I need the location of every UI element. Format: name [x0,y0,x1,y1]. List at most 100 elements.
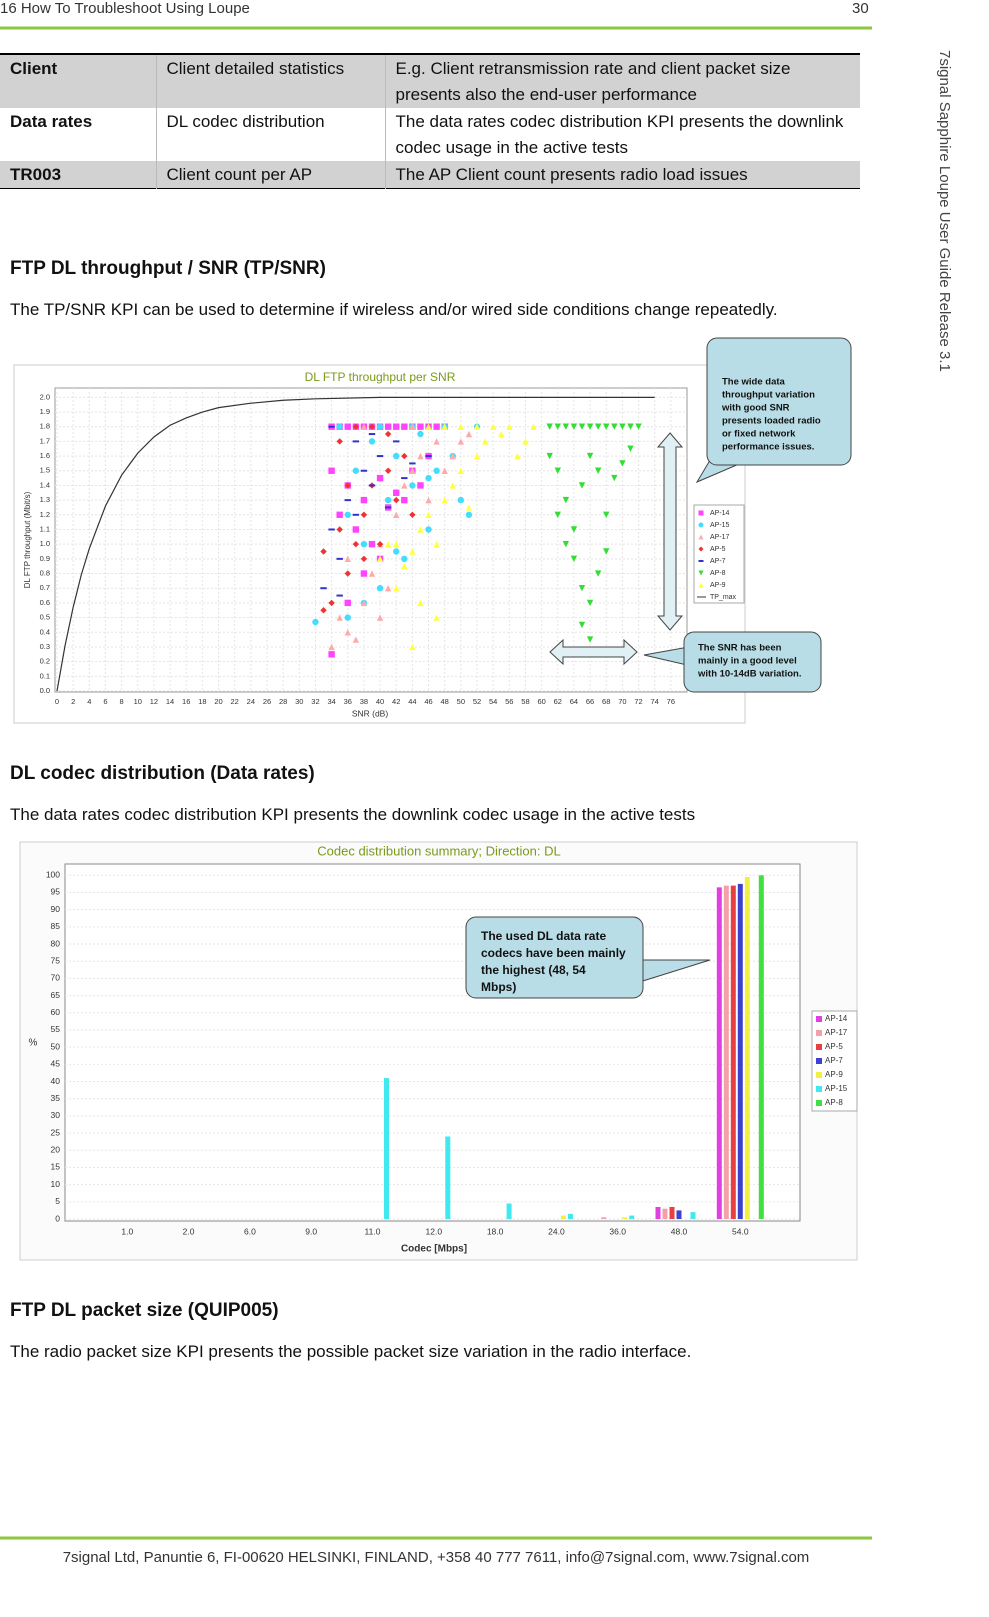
point [360,540,368,548]
callout-text: presents loaded radio [722,416,821,427]
x-tick-label: 50 [457,697,465,706]
x-tick-label: 11.0 [365,1226,381,1236]
point [352,526,360,533]
point [320,607,327,614]
x-tick-label: 9.0 [305,1226,317,1236]
point [393,489,400,496]
bar [629,1215,635,1219]
point [425,474,432,482]
x-tick-label: 4 [87,697,91,706]
legend [693,504,745,604]
callout [683,631,822,693]
legend-swatch [816,1030,822,1036]
x-tick-label: 72 [634,697,642,706]
point [417,452,424,460]
legend-label: AP-8 [825,1098,843,1107]
x-tick-label: 10 [134,697,142,706]
x-tick-label: 12 [150,697,158,706]
plot-area [64,863,801,1222]
callout [465,916,644,999]
bar [506,1203,512,1219]
point [457,496,465,504]
point [417,423,424,430]
x-tick-label: 68 [602,697,610,706]
y-tick-label: 1.0 [40,539,50,548]
x-tick-label: 24.0 [548,1226,565,1236]
x-tick-label: 24 [247,697,255,706]
point [336,423,343,430]
point [336,511,343,519]
legend-swatch [698,522,704,528]
y-tick-label: 55 [51,1024,61,1034]
point [433,467,440,474]
point [586,599,594,607]
callout-text: The SNR has been [698,643,782,654]
y-tick-label: 1.5 [40,466,50,475]
chart-title: DL FTP throughput per SNR [305,370,456,384]
chart-title: Codec distribution summary; Direction: D… [317,843,560,858]
y-axis-label: % [29,1038,38,1049]
point [627,423,634,430]
point [376,585,384,592]
section-text: The TP/SNR KPI can be used to determine … [10,300,778,319]
table-row: Client Client detailed statistics E.g. Cli… [0,54,860,108]
legend-label: AP-15 [710,522,730,529]
x-tick-label: 8 [120,697,124,706]
legend-swatch [816,1044,822,1050]
legend-label: AP-15 [825,1084,848,1093]
bar [758,875,764,1219]
arrow [549,638,638,666]
y-tick-label: 0.3 [40,642,50,651]
point [578,585,586,592]
point [594,570,602,577]
bar [601,1217,607,1219]
point [409,548,416,555]
point [328,599,335,607]
point [457,423,465,430]
point [425,423,432,430]
point [457,438,465,445]
point [360,555,368,563]
y-tick-label: 80 [51,938,61,948]
point [344,570,351,577]
point [546,423,553,430]
point [336,526,343,533]
point [393,452,400,460]
point [384,585,392,592]
x-tick-label: 46 [424,697,432,706]
y-tick-label: 100 [46,870,60,880]
y-tick-label: 65 [51,990,61,1000]
codec-chart: Codec distribution summary; Direction: D… [19,841,858,1261]
point [417,482,424,489]
callout-text: the highest (48, 54 [481,963,586,977]
point [619,423,626,430]
bar [567,1213,573,1219]
cell: Client count per AP [155,161,385,189]
callout-text: performance issues. [722,442,814,453]
y-tick-label: 25 [51,1127,61,1137]
y-tick-label: 1.6 [40,451,50,460]
y-tick-label: 1.8 [40,422,50,431]
x-tick-label: 70 [618,697,626,706]
legend-label: AP-8 [710,570,726,577]
x-tick-label: 0 [55,697,59,706]
point [409,423,416,430]
point [376,614,384,621]
point [344,599,351,607]
bar [676,1210,682,1219]
x-tick-label: 26 [263,697,271,706]
point [360,423,368,430]
callout-text: or fixed network [722,429,796,440]
point [376,455,384,458]
callout-text: with good SNR [721,403,790,414]
point [594,423,602,430]
legend-label: AP-5 [710,546,726,553]
point [336,557,343,560]
legend-swatch [698,546,704,552]
legend-label: AP-17 [825,1028,848,1037]
point [344,499,351,502]
y-tick-label: 45 [51,1059,61,1069]
point [514,452,521,460]
y-tick-label: 0.8 [40,569,50,578]
